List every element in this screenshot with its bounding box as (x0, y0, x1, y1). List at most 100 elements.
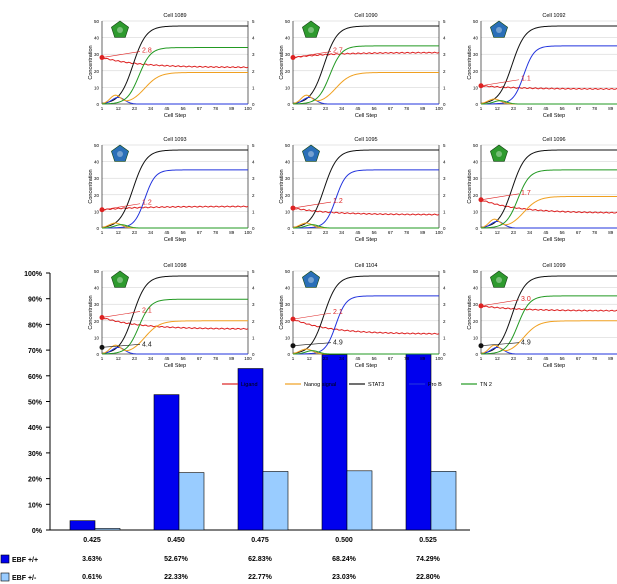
panel-x-tick-label: 23 (511, 106, 517, 111)
stat3-line (480, 25, 617, 104)
bar-y-tick-label: 80% (28, 322, 43, 329)
bar-y-tick-label: 90% (28, 297, 43, 304)
bar-ebf-plus-minus (430, 471, 457, 531)
panel-x-tick-label: 12 (307, 230, 313, 235)
panel-y-tick-label: 0 (96, 352, 99, 357)
panel-title: Cell 1099 (542, 263, 565, 269)
panel-title: Cell 1089 (163, 13, 186, 19)
pro-b-line (292, 169, 439, 229)
panel-x-tick-label: 100 (435, 356, 443, 361)
panel-y2-tick-label: 4 (252, 36, 255, 41)
panel-y2-tick-label: 4 (443, 36, 446, 41)
panel-x-label: Cell Step (355, 363, 377, 369)
bar-y-tick-label: 0% (32, 528, 43, 535)
panel-y-tick-label: 30 (285, 176, 291, 181)
nanog-line (480, 320, 617, 355)
panel-y-tick-label: 20 (473, 319, 479, 324)
panel-x-tick-label: 34 (339, 230, 345, 235)
bar-y-tick-label: 20% (28, 477, 43, 484)
panel-y-tick-label: 10 (285, 85, 291, 90)
bar-y-tick-label: 100% (24, 271, 43, 278)
panel-x-tick-label: 78 (213, 356, 219, 361)
panel-y-tick-label: 40 (473, 36, 479, 41)
panel-x-tick-label: 67 (197, 230, 203, 235)
panel-x-tick-label: 23 (132, 356, 138, 361)
pro-b-line (480, 346, 617, 355)
panel-x-tick-label: 67 (576, 106, 582, 111)
panel-y2-tick-label: 5 (443, 269, 446, 274)
line-legend-label: TN 2 (480, 382, 492, 388)
panel-y2-tick-label: 1 (443, 335, 446, 340)
ligand-line (101, 205, 249, 211)
bar-ebf-plus-plus (321, 354, 348, 531)
panel-y-tick-label: 10 (473, 209, 479, 214)
panel-y-tick-label: 50 (473, 143, 479, 148)
tn2-line (480, 100, 617, 105)
panel-x-tick-label: 67 (388, 106, 394, 111)
panel-y2-tick-label: 5 (252, 19, 255, 24)
bar-category-label: 0.500 (335, 537, 353, 544)
ligand-line (480, 304, 617, 312)
bar-category-label: 0.450 (167, 537, 185, 544)
panel-x-tick-label: 1 (480, 106, 483, 111)
panel-x-label: Cell Step (543, 237, 565, 243)
panel-x-tick-label: 67 (197, 106, 203, 111)
panel-title: Cell 1093 (163, 137, 186, 143)
panel-x-tick-label: 78 (404, 230, 410, 235)
cell-nucleus-icon (117, 277, 123, 283)
cell-nucleus-icon (496, 151, 502, 157)
panel-y2-tick-label: 3 (443, 176, 446, 181)
panel-y-tick-label: 50 (473, 269, 479, 274)
panel-x-label: Cell Step (164, 113, 186, 119)
panel-x-tick-label: 23 (132, 106, 138, 111)
panel-x-tick-label: 34 (527, 106, 533, 111)
panel-x-tick-label: 67 (576, 230, 582, 235)
ligand-marker-leader (101, 203, 141, 211)
panel-x-tick-label: 23 (323, 106, 329, 111)
bar-value-label-plus-plus: 74.29% (416, 556, 441, 563)
panel-x-label: Cell Step (355, 113, 377, 119)
panel-y-tick-label: 40 (473, 286, 479, 291)
pro-b-line (101, 169, 248, 229)
panel-y-tick-label: 40 (285, 36, 291, 41)
panel-x-tick-label: 45 (355, 230, 361, 235)
panel-x-tick-label: 12 (495, 230, 501, 235)
panel-y2-tick-label: 3 (443, 52, 446, 57)
tn2-line (292, 45, 439, 105)
cell-nucleus-icon (308, 277, 314, 283)
panel-x-tick-label: 12 (116, 356, 122, 361)
panel-y-tick-label: 10 (473, 85, 479, 90)
panel-x-tick-label: 12 (307, 356, 313, 361)
panel-y-tick-label: 20 (94, 319, 100, 324)
panel-x-tick-label: 1 (101, 230, 104, 235)
cell-panel: 0010120230340450511223344556677889100Cel… (467, 263, 617, 369)
ligand-marker-label: 1.2 (142, 200, 152, 207)
panel-y2-tick-label: 4 (443, 160, 446, 165)
panel-y-tick-label: 0 (96, 226, 99, 231)
bar-value-label-plus-plus: 68.24% (332, 556, 357, 563)
panel-x-tick-label: 1 (480, 356, 483, 361)
panel-title: Cell 1095 (354, 137, 377, 143)
panel-y-tick-label: 0 (287, 102, 290, 107)
bar-value-label-plus-minus: 22.77% (248, 574, 273, 581)
panel-y-tick-label: 0 (475, 102, 478, 107)
pro-b-line (480, 45, 617, 105)
panel-x-tick-label: 1 (292, 356, 295, 361)
panel-y-label: Concentration (88, 295, 94, 329)
panel-y-tick-label: 30 (94, 52, 100, 57)
nanog-line (101, 71, 248, 105)
panel-y-tick-label: 0 (475, 226, 478, 231)
panel-y-tick-label: 0 (287, 226, 290, 231)
panel-y2-tick-label: 4 (252, 286, 255, 291)
bar-value-label-plus-minus: 23.03% (332, 574, 357, 581)
panel-x-tick-label: 89 (229, 106, 235, 111)
line-legend-label: Pro B (428, 382, 442, 388)
line-legend: Ligand Nanog signal STAT3 Pro B TN 2 (222, 382, 492, 388)
panel-x-tick-label: 12 (495, 356, 501, 361)
panel-x-tick-label: 78 (404, 106, 410, 111)
ligand-line (292, 318, 440, 335)
panel-y-tick-label: 30 (473, 176, 479, 181)
stat3-marker-label: 4.4 (142, 341, 152, 348)
